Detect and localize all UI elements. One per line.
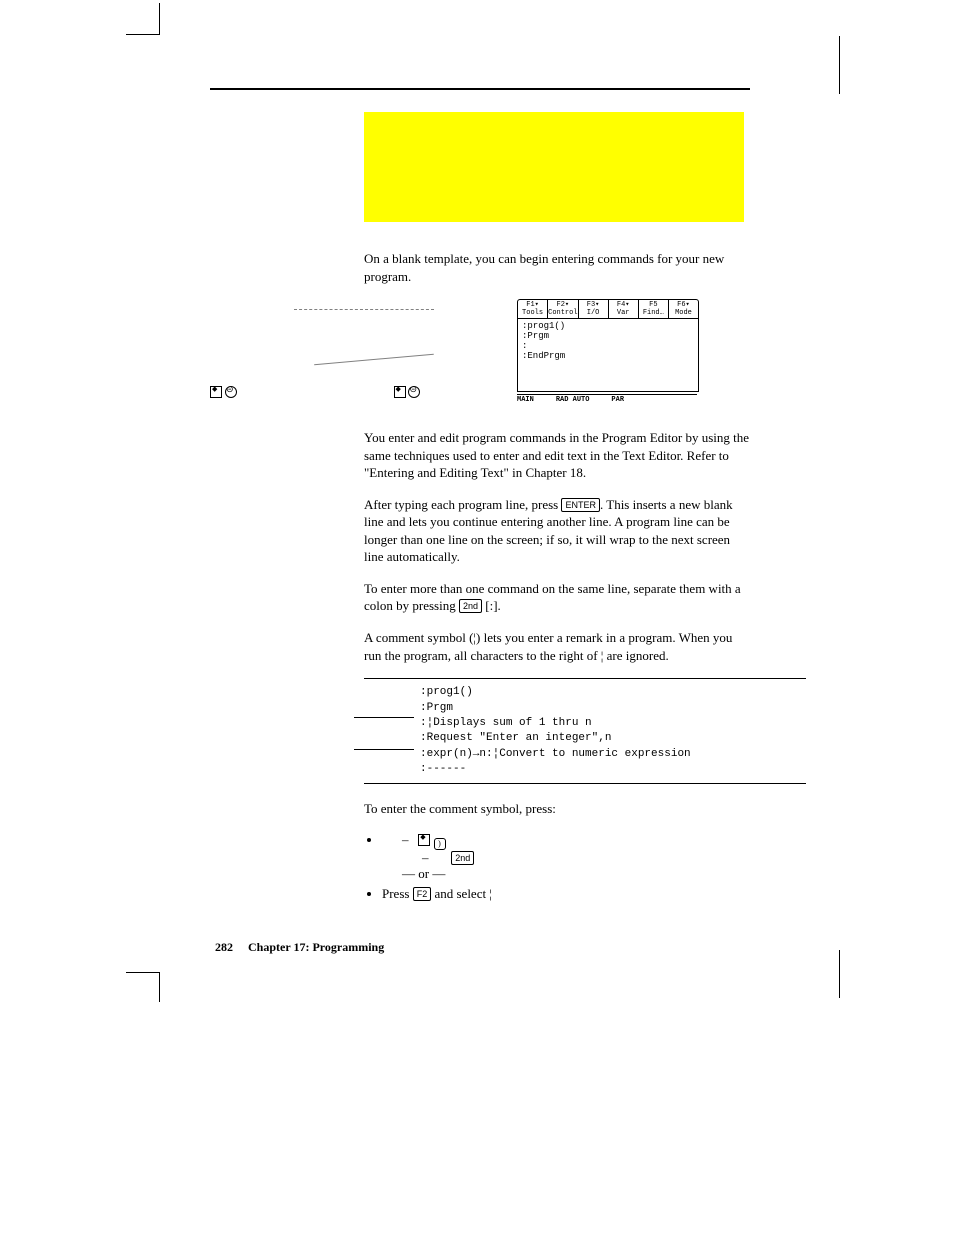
callout-pointer [354, 749, 414, 750]
enter-comment-instruction: To enter the comment symbol, press: [364, 800, 750, 818]
diamond-key-icon [394, 386, 406, 398]
crop-mark-bl [126, 972, 160, 973]
or-text: — or — [402, 866, 445, 881]
code-line: :Prgm [420, 701, 806, 716]
lcd-tab: F4▾ Var [609, 300, 639, 318]
comment-paragraph: A comment symbol (¦) lets you enter a re… [364, 629, 750, 664]
crop-mark-br [839, 950, 840, 998]
lcd-tab: F5 Find… [639, 300, 669, 318]
intro-paragraph: On a blank template, you can begin enter… [364, 250, 750, 285]
lcd-line: :Prgm [522, 331, 694, 341]
code-line: :Request "Enter an integer",n [420, 731, 806, 746]
code-line: :prog1() [420, 685, 806, 700]
lcd-line: :prog1() [522, 321, 694, 331]
page-footer: 282 Chapter 17: Programming [215, 940, 384, 955]
multi-command-paragraph: To enter more than one command on the sa… [364, 580, 750, 615]
callout-line [294, 309, 434, 310]
status-mode: MAIN [517, 396, 534, 404]
lcd-tabs: F1▾ Tools F2▾ Control F3▾ I/O F4▾ Var F5… [518, 300, 698, 319]
lcd-tab: F3▾ I/O [579, 300, 609, 318]
lcd-tab: F2▾ Control [548, 300, 578, 318]
list-item: Press F2 and select ¦ [382, 886, 750, 902]
chapter-title: Chapter 17: Programming [248, 940, 384, 954]
edit-paragraph: You enter and edit program commands in t… [364, 429, 750, 482]
paren-key-icon: ) [434, 838, 446, 850]
diamond-key-icon [418, 834, 430, 846]
status-graph: PAR [611, 396, 624, 404]
crop-mark-tl [126, 34, 160, 51]
lcd-tab: F6▾ Mode [669, 300, 698, 318]
instruction-list: – ) – 2nd — or — Press F2 and select ¦ [382, 832, 750, 902]
code-line: :------ [420, 762, 806, 777]
highlighted-region [364, 112, 744, 222]
lcd-line: : [522, 341, 694, 351]
lcd-body: :prog1() :Prgm : :EndPrgm [518, 319, 698, 391]
status-angle: RAD AUTO [556, 396, 590, 404]
circle-key-icon [225, 386, 237, 398]
diamond-key-icon [210, 386, 222, 398]
lcd-line: :EndPrgm [522, 351, 694, 361]
list-item: – ) – 2nd — or — [382, 832, 750, 882]
callout-pointer [354, 717, 414, 718]
callout-line [314, 354, 434, 366]
lcd-status-bar: MAIN RAD AUTO PAR [517, 394, 697, 404]
top-rule [210, 88, 750, 90]
sidebar-note [210, 386, 330, 400]
enter-paragraph: After typing each program line, press EN… [364, 496, 750, 566]
code-line: :expr(n)→n:¦Convert to numeric expressio… [420, 747, 806, 762]
page-number: 282 [215, 940, 233, 954]
lcd-tab: F1▾ Tools [518, 300, 548, 318]
f2-key-icon: F2 [413, 887, 432, 901]
calculator-screenshot: F1▾ Tools F2▾ Control F3▾ I/O F4▾ Var F5… [364, 299, 764, 419]
second-key-icon: 2nd [459, 599, 482, 613]
enter-key-icon: ENTER [561, 498, 600, 512]
crop-mark-tr [839, 36, 840, 94]
circle-key-icon [408, 386, 420, 398]
second-key-icon: 2nd [451, 851, 474, 865]
lcd-screen: F1▾ Tools F2▾ Control F3▾ I/O F4▾ Var F5… [517, 299, 699, 392]
code-block: :prog1() :Prgm :¦Displays sum of 1 thru … [364, 678, 806, 784]
code-line: :¦Displays sum of 1 thru n [420, 716, 806, 731]
